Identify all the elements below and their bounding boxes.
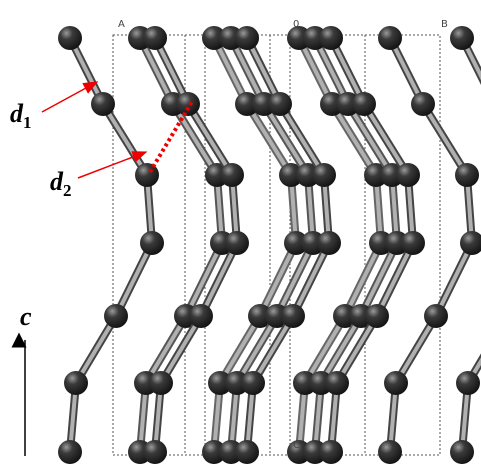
atom (396, 163, 420, 187)
atom (268, 92, 292, 116)
atom (319, 26, 343, 50)
atom (384, 371, 408, 395)
atom (189, 304, 213, 328)
atom (450, 440, 474, 464)
atom (176, 92, 200, 116)
atom (143, 440, 167, 464)
atom (455, 163, 479, 187)
corner-label: C (293, 440, 300, 451)
axis-label: c (20, 302, 32, 331)
atom (91, 92, 115, 116)
bond (103, 104, 147, 175)
bond (436, 243, 472, 316)
atom (411, 92, 435, 116)
atom (143, 26, 167, 50)
atom (225, 231, 249, 255)
d1-arrow (42, 82, 97, 112)
symbol: d (10, 99, 24, 128)
subscript: 1 (23, 113, 32, 132)
corner-label: A (118, 19, 125, 30)
atom (104, 304, 128, 328)
crystal-structure: A 0 B C d1 d2 c (0, 0, 481, 467)
d1-label: d1 (10, 99, 32, 132)
d2-label: d2 (50, 167, 72, 200)
atom (460, 231, 481, 255)
atom (58, 26, 82, 50)
atom (140, 231, 164, 255)
subscript: 2 (63, 181, 72, 200)
symbol: d (50, 167, 64, 196)
atom (317, 231, 341, 255)
atom (241, 371, 265, 395)
atom (319, 440, 343, 464)
bond (116, 243, 152, 316)
atom (64, 371, 88, 395)
corner-label: B (441, 19, 448, 30)
atom (401, 231, 425, 255)
atom (220, 163, 244, 187)
atom (149, 371, 173, 395)
atom (365, 304, 389, 328)
atom (456, 371, 480, 395)
atom (352, 92, 376, 116)
atom (450, 26, 474, 50)
atom (235, 440, 259, 464)
atom (378, 440, 402, 464)
atom (235, 26, 259, 50)
bond (423, 104, 467, 175)
atom (424, 304, 448, 328)
atom (312, 163, 336, 187)
atom (325, 371, 349, 395)
origin-label: 0 (293, 19, 299, 30)
atom (58, 440, 82, 464)
atom (378, 26, 402, 50)
atom (281, 304, 305, 328)
